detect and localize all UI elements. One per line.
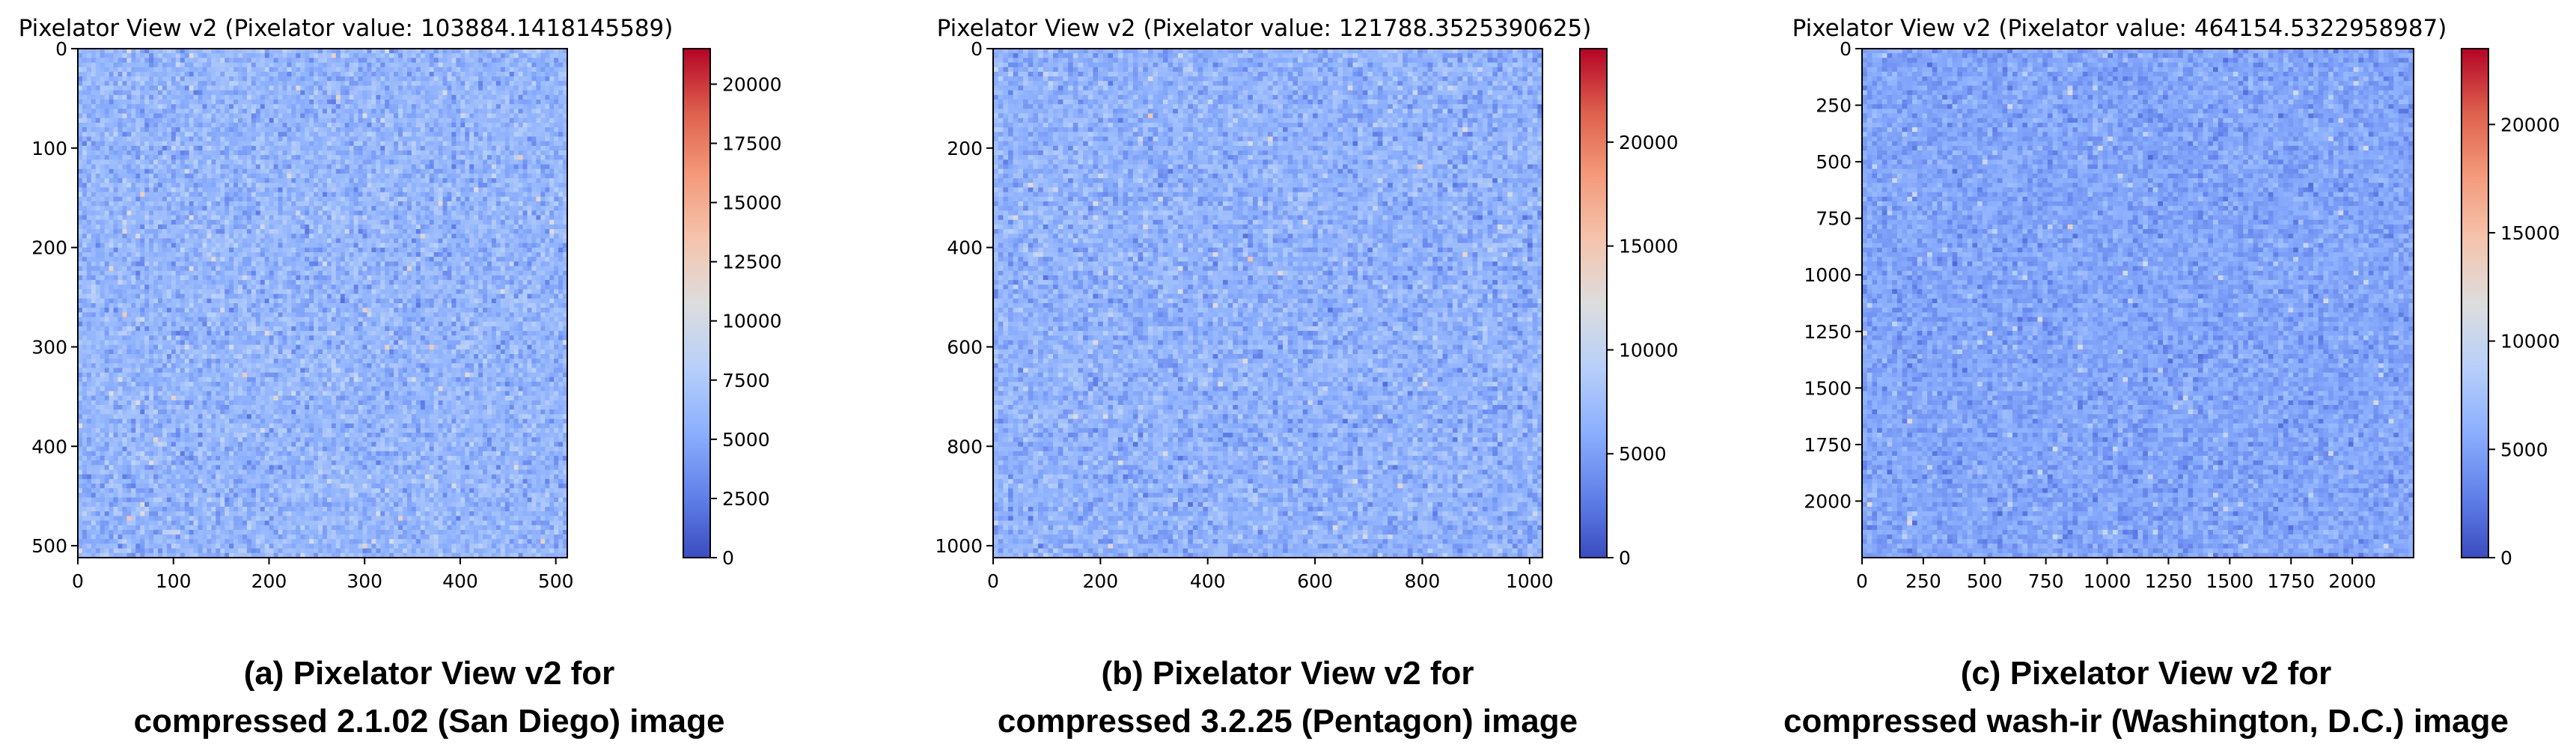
caption-b-line2: compressed 3.2.25 (Pentagon) image [858, 698, 1717, 746]
chart-c-colorbar-tick-label: 15000 [2500, 222, 2560, 244]
chart-c-ytick-label: 250 [1816, 95, 1852, 117]
chart-a-colorbar-tick-label: 0 [722, 547, 734, 569]
chart-a-colorbar-tick-label: 10000 [722, 311, 782, 332]
chart-b-colorbar-tick-label: 15000 [1619, 236, 1679, 257]
chart-a-ytick-label: 100 [31, 138, 67, 159]
chart-c: Pixelator View v2 (Pixelator value: 4641… [1792, 15, 2560, 592]
chart-c-xtick-label: 1500 [2206, 570, 2254, 592]
chart-a-plot-frame [77, 48, 568, 558]
caption-a-line2: compressed 2.1.02 (San Diego) image [0, 698, 858, 746]
chart-b-heatmap-cells [993, 49, 1543, 558]
chart-b-ytick-label: 1000 [935, 535, 983, 557]
chart-c-colorbar-tick-label: 0 [2500, 547, 2512, 569]
chart-c-title: Pixelator View v2 (Pixelator value: 4641… [1792, 15, 2447, 42]
chart-a-colorbar-tick-label: 2500 [722, 488, 770, 510]
chart-a-xtick-label: 400 [442, 570, 478, 592]
chart-c-ytick-label: 1750 [1804, 434, 1852, 456]
chart-b-ytick-label: 600 [947, 336, 983, 358]
chart-b-xtick-label: 1000 [1506, 570, 1554, 592]
chart-c-ytick-label: 1250 [1804, 321, 1852, 343]
chart-c-xtick-label: 750 [2028, 570, 2064, 592]
chart-a-xtick-label: 500 [538, 570, 574, 592]
chart-c-colorbar-tick-label: 5000 [2500, 439, 2548, 460]
chart-a-heatmap-cells [78, 49, 568, 558]
chart-a-ytick-label: 0 [55, 38, 67, 60]
chart-c-xtick-label: 1750 [2267, 570, 2315, 592]
caption-c: (c) Pixelator View v2 for compressed was… [1717, 650, 2575, 746]
chart-b-xtick-label: 800 [1405, 570, 1441, 592]
chart-c-xtick-label: 500 [1967, 570, 2003, 592]
chart-a-colorbar-tick-label: 17500 [722, 133, 782, 155]
chart-c-heatmap-cells [1862, 49, 2414, 558]
caption-a: (a) Pixelator View v2 for compressed 2.1… [0, 650, 858, 746]
chart-b-colorbar-tick-label: 10000 [1619, 339, 1679, 361]
chart-c-ytick-label: 750 [1816, 208, 1852, 230]
chart-c-ytick-label: 2000 [1804, 490, 1852, 512]
chart-c-xtick-label: 250 [1905, 570, 1941, 592]
chart-a-colorbar-tick-label: 5000 [722, 429, 770, 451]
panel-c: Pixelator View v2 (Pixelator value: 4641… [1717, 0, 2575, 756]
caption-b: (b) Pixelator View v2 for compressed 3.2… [858, 650, 1717, 746]
chart-c-xtick-label: 1000 [2084, 570, 2131, 592]
chart-c-colorbar-tick-label: 10000 [2500, 331, 2560, 353]
chart-a-xtick-label: 100 [156, 570, 192, 592]
chart-a-ytick-label: 200 [31, 237, 67, 259]
chart-c-xtick-label: 2000 [2328, 570, 2376, 592]
caption-c-line1: (c) Pixelator View v2 for [1717, 650, 2575, 698]
chart-b-ytick-label: 800 [947, 436, 983, 457]
chart-b-colorbar-tick-label: 0 [1619, 547, 1631, 569]
chart-b-plot-frame [992, 48, 1543, 558]
chart-c-xtick-label: 0 [1856, 570, 1868, 592]
chart-a-xtick-label: 200 [251, 570, 287, 592]
chart-c-ytick-label: 0 [1840, 38, 1852, 60]
caption-a-line1: (a) Pixelator View v2 for [0, 650, 858, 698]
chart-b-ytick-label: 0 [971, 38, 983, 60]
panel-a: Pixelator View v2 (Pixelator value: 1038… [0, 0, 858, 756]
chart-b-xtick-label: 400 [1190, 570, 1226, 592]
chart-a-title: Pixelator View v2 (Pixelator value: 1038… [19, 15, 674, 42]
chart-b-xtick-label: 200 [1083, 570, 1119, 592]
chart-a: Pixelator View v2 (Pixelator value: 1038… [19, 15, 782, 592]
chart-b-ytick-label: 400 [947, 237, 983, 259]
chart-a-colorbar-tick-label: 20000 [722, 73, 782, 95]
chart-b-xtick-label: 600 [1297, 570, 1333, 592]
chart-c-plot-frame [1861, 48, 2414, 558]
chart-a-ytick-label: 500 [31, 535, 67, 557]
chart-b-colorbar-tick-label: 5000 [1619, 443, 1667, 465]
chart-c-xtick-label: 1250 [2145, 570, 2193, 592]
chart-a-xtick-label: 300 [347, 570, 382, 592]
chart-a-colorbar-tick-label: 7500 [722, 370, 770, 391]
chart-a-colorbar-tick-label: 15000 [722, 192, 782, 214]
chart-a-colorbar [683, 48, 711, 558]
chart-b-title: Pixelator View v2 (Pixelator value: 1217… [937, 15, 1592, 42]
chart-a-ytick-label: 300 [31, 336, 67, 358]
chart-c-ytick-label: 1000 [1804, 264, 1852, 286]
chart-b: Pixelator View v2 (Pixelator value: 1217… [935, 15, 1679, 592]
chart-c-ytick-label: 500 [1816, 151, 1852, 173]
chart-c-ytick-label: 1500 [1804, 377, 1852, 399]
chart-a-colorbar-tick-label: 12500 [722, 252, 782, 273]
caption-b-line1: (b) Pixelator View v2 for [858, 650, 1717, 698]
chart-b-ytick-label: 200 [947, 138, 983, 159]
chart-b-colorbar [1579, 48, 1608, 558]
chart-a-ytick-label: 400 [31, 436, 67, 457]
chart-b-xtick-label: 0 [987, 570, 999, 592]
chart-c-colorbar-tick-label: 20000 [2500, 114, 2560, 135]
panel-b: Pixelator View v2 (Pixelator value: 1217… [858, 0, 1717, 756]
chart-b-colorbar-tick-label: 20000 [1619, 132, 1679, 153]
caption-c-line2: compressed wash-ir (Washington, D.C.) im… [1717, 698, 2575, 746]
chart-a-xtick-label: 0 [72, 570, 84, 592]
chart-c-colorbar [2461, 48, 2489, 558]
